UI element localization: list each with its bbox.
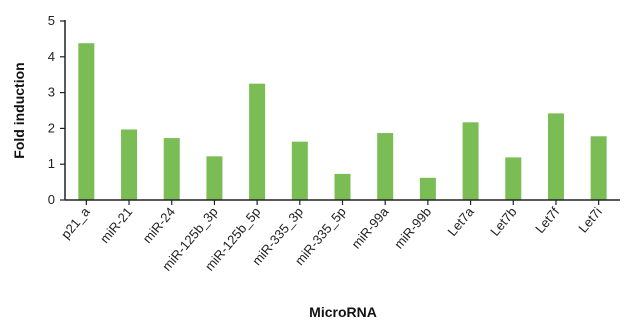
y-tick-label: 2 xyxy=(48,120,55,135)
axes-group xyxy=(64,20,620,201)
bar-p21-a xyxy=(78,43,95,200)
x-tick-label: Let7b xyxy=(487,204,519,239)
x-tick-label: p21_a xyxy=(58,204,93,242)
bar-let7a xyxy=(462,122,479,200)
bar-mir-335-3p xyxy=(291,141,308,200)
x-tick-label: Let7a xyxy=(444,204,477,239)
x-tick-label: miR-99b xyxy=(391,204,434,251)
bar-mir-335-5p xyxy=(334,173,351,200)
bar-mir-125b-3p xyxy=(206,156,223,200)
bar-let7f xyxy=(547,113,564,200)
x-tick-label: miR-24 xyxy=(140,204,178,246)
y-axis-title: Fold induction xyxy=(11,62,27,158)
bar-mir-99b xyxy=(419,177,436,200)
x-axis-title: MicroRNA xyxy=(309,304,377,320)
x-tick-label: Let7i xyxy=(575,204,605,235)
y-tick-label: 4 xyxy=(48,49,55,64)
x-tick-labels-group: p21_a miR-21 miR-24miR-125b_3pmiR-125b_5pm… xyxy=(58,200,605,274)
bar-mir-125b-5p xyxy=(249,83,266,200)
x-tick-label: Let7f xyxy=(532,204,562,236)
x-tick-label: miR-99a xyxy=(348,204,392,252)
bar-let7i xyxy=(590,136,607,200)
x-tick-label: miR-21 xyxy=(97,204,135,246)
y-tick-label: 0 xyxy=(48,192,55,207)
bar-mir-21 xyxy=(121,129,138,200)
y-tick-label: 3 xyxy=(48,85,55,100)
y-tick-label: 5 xyxy=(48,13,55,28)
bar-let7b xyxy=(505,157,522,200)
y-ticks-group: 0 1 2 3 4 5 xyxy=(48,13,65,207)
y-tick-label: 1 xyxy=(48,156,55,171)
bars-group xyxy=(78,43,607,200)
bar-mir-24 xyxy=(163,138,180,200)
bar-mir-99a xyxy=(377,133,394,200)
